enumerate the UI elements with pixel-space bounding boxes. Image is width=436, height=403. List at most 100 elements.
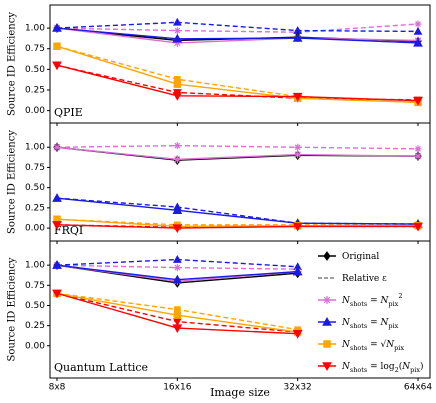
series-line bbox=[56, 45, 419, 104]
series-line bbox=[56, 146, 419, 161]
legend-label: Relative ε bbox=[342, 274, 387, 284]
series-line bbox=[56, 197, 419, 225]
marker bbox=[414, 20, 422, 28]
panel-label: QPIE bbox=[54, 106, 83, 119]
legend-label-part: shots bbox=[350, 300, 367, 308]
legend-label-part: shots bbox=[350, 344, 367, 352]
marker bbox=[172, 274, 183, 284]
marker bbox=[173, 264, 181, 272]
legend-label-part: ) bbox=[420, 361, 424, 372]
marker bbox=[172, 205, 183, 214]
y-axis-label: Source ID Efficiency bbox=[7, 130, 18, 234]
series-line bbox=[56, 218, 418, 226]
panel-frame bbox=[49, 4, 431, 124]
marker bbox=[413, 222, 423, 232]
legend-label-part: ( bbox=[399, 361, 403, 372]
marker bbox=[52, 61, 62, 71]
marker bbox=[172, 255, 182, 263]
marker bbox=[413, 37, 423, 47]
y-tick-label: 0.25 bbox=[25, 203, 45, 213]
series-line bbox=[56, 64, 419, 102]
legend-label: Nshots = Npix bbox=[341, 318, 399, 331]
legend-label: Nshots = Npix2 bbox=[341, 292, 402, 308]
marker bbox=[172, 224, 183, 234]
legend-label-part: = bbox=[367, 296, 380, 306]
marker bbox=[52, 260, 62, 269]
series-line bbox=[56, 224, 418, 229]
legend-label-part: pix bbox=[388, 300, 398, 308]
y-tick-label: 0.75 bbox=[25, 163, 45, 173]
marker bbox=[293, 150, 302, 159]
series-line bbox=[56, 146, 419, 161]
x-tick-label: 8x8 bbox=[49, 383, 66, 393]
marker bbox=[322, 362, 332, 372]
y-axis-label: Source ID Efficiency bbox=[7, 257, 18, 361]
marker bbox=[322, 316, 332, 326]
y-tick-label: 1.00 bbox=[25, 24, 45, 34]
legend-label-part: 2 bbox=[395, 366, 399, 374]
marker bbox=[414, 152, 422, 161]
legend-label-part: pix bbox=[394, 344, 404, 352]
y-tick-label: 0.75 bbox=[25, 44, 45, 54]
legend-label: Nshots = √Npix bbox=[341, 339, 404, 353]
series-line bbox=[56, 45, 419, 102]
x-tick-label: 64x64 bbox=[404, 383, 433, 393]
marker bbox=[172, 92, 183, 101]
panel-label: FRQI bbox=[54, 224, 83, 237]
y-tick-label: 0.00 bbox=[25, 106, 45, 116]
y-axis-label: Source ID Efficiency bbox=[7, 12, 18, 116]
marker bbox=[173, 80, 182, 88]
legend-label-part: N bbox=[385, 340, 395, 350]
marker bbox=[172, 17, 182, 26]
y-tick-label: 1.00 bbox=[25, 261, 45, 271]
legend-label-part: = log bbox=[367, 362, 395, 372]
panel-frame bbox=[49, 240, 431, 379]
marker bbox=[292, 92, 303, 102]
marker bbox=[323, 340, 331, 348]
marker bbox=[323, 296, 331, 304]
marker bbox=[52, 221, 62, 230]
marker bbox=[52, 23, 62, 32]
marker bbox=[172, 33, 183, 43]
x-axis-label: Image size bbox=[210, 386, 270, 399]
legend-label-part: Relative ε bbox=[342, 274, 387, 284]
y-tick-label: 0.00 bbox=[25, 224, 45, 234]
legend-label: Original bbox=[342, 252, 379, 262]
marker bbox=[172, 318, 182, 327]
marker bbox=[294, 143, 302, 151]
series-line bbox=[56, 144, 419, 150]
series-line bbox=[56, 197, 419, 225]
marker bbox=[172, 324, 183, 334]
legend-label-part: N bbox=[341, 362, 351, 372]
series-line bbox=[56, 21, 419, 33]
x-tick-label: 32x32 bbox=[284, 383, 312, 393]
series-line bbox=[56, 27, 419, 44]
marker bbox=[413, 97, 423, 106]
marker bbox=[173, 142, 181, 150]
marker bbox=[413, 26, 423, 35]
y-tick-label: 0.75 bbox=[25, 281, 45, 291]
series-line bbox=[56, 64, 419, 101]
legend-label-part: = √ bbox=[367, 339, 386, 350]
marker bbox=[292, 222, 303, 232]
marker bbox=[52, 193, 62, 202]
series-line bbox=[56, 27, 419, 44]
marker bbox=[53, 143, 61, 152]
series-line bbox=[56, 23, 419, 33]
legend-label-part: pix bbox=[388, 322, 398, 330]
marker bbox=[52, 289, 62, 299]
legend-label-part: N bbox=[341, 318, 351, 328]
y-tick-label: 1.00 bbox=[25, 143, 45, 153]
legend-label-part: shots bbox=[350, 366, 367, 374]
legend-label-part: = bbox=[367, 318, 380, 328]
legend-label-part: Original bbox=[342, 252, 379, 262]
legend-label-part: N bbox=[380, 296, 390, 306]
marker bbox=[292, 329, 303, 339]
marker bbox=[173, 38, 182, 47]
panel-label: Quantum Lattice bbox=[54, 361, 148, 374]
legend-label: Nshots = log2(Npix) bbox=[341, 361, 424, 375]
x-tick-label: 16x16 bbox=[163, 383, 192, 393]
y-tick-label: 0.50 bbox=[25, 183, 45, 193]
